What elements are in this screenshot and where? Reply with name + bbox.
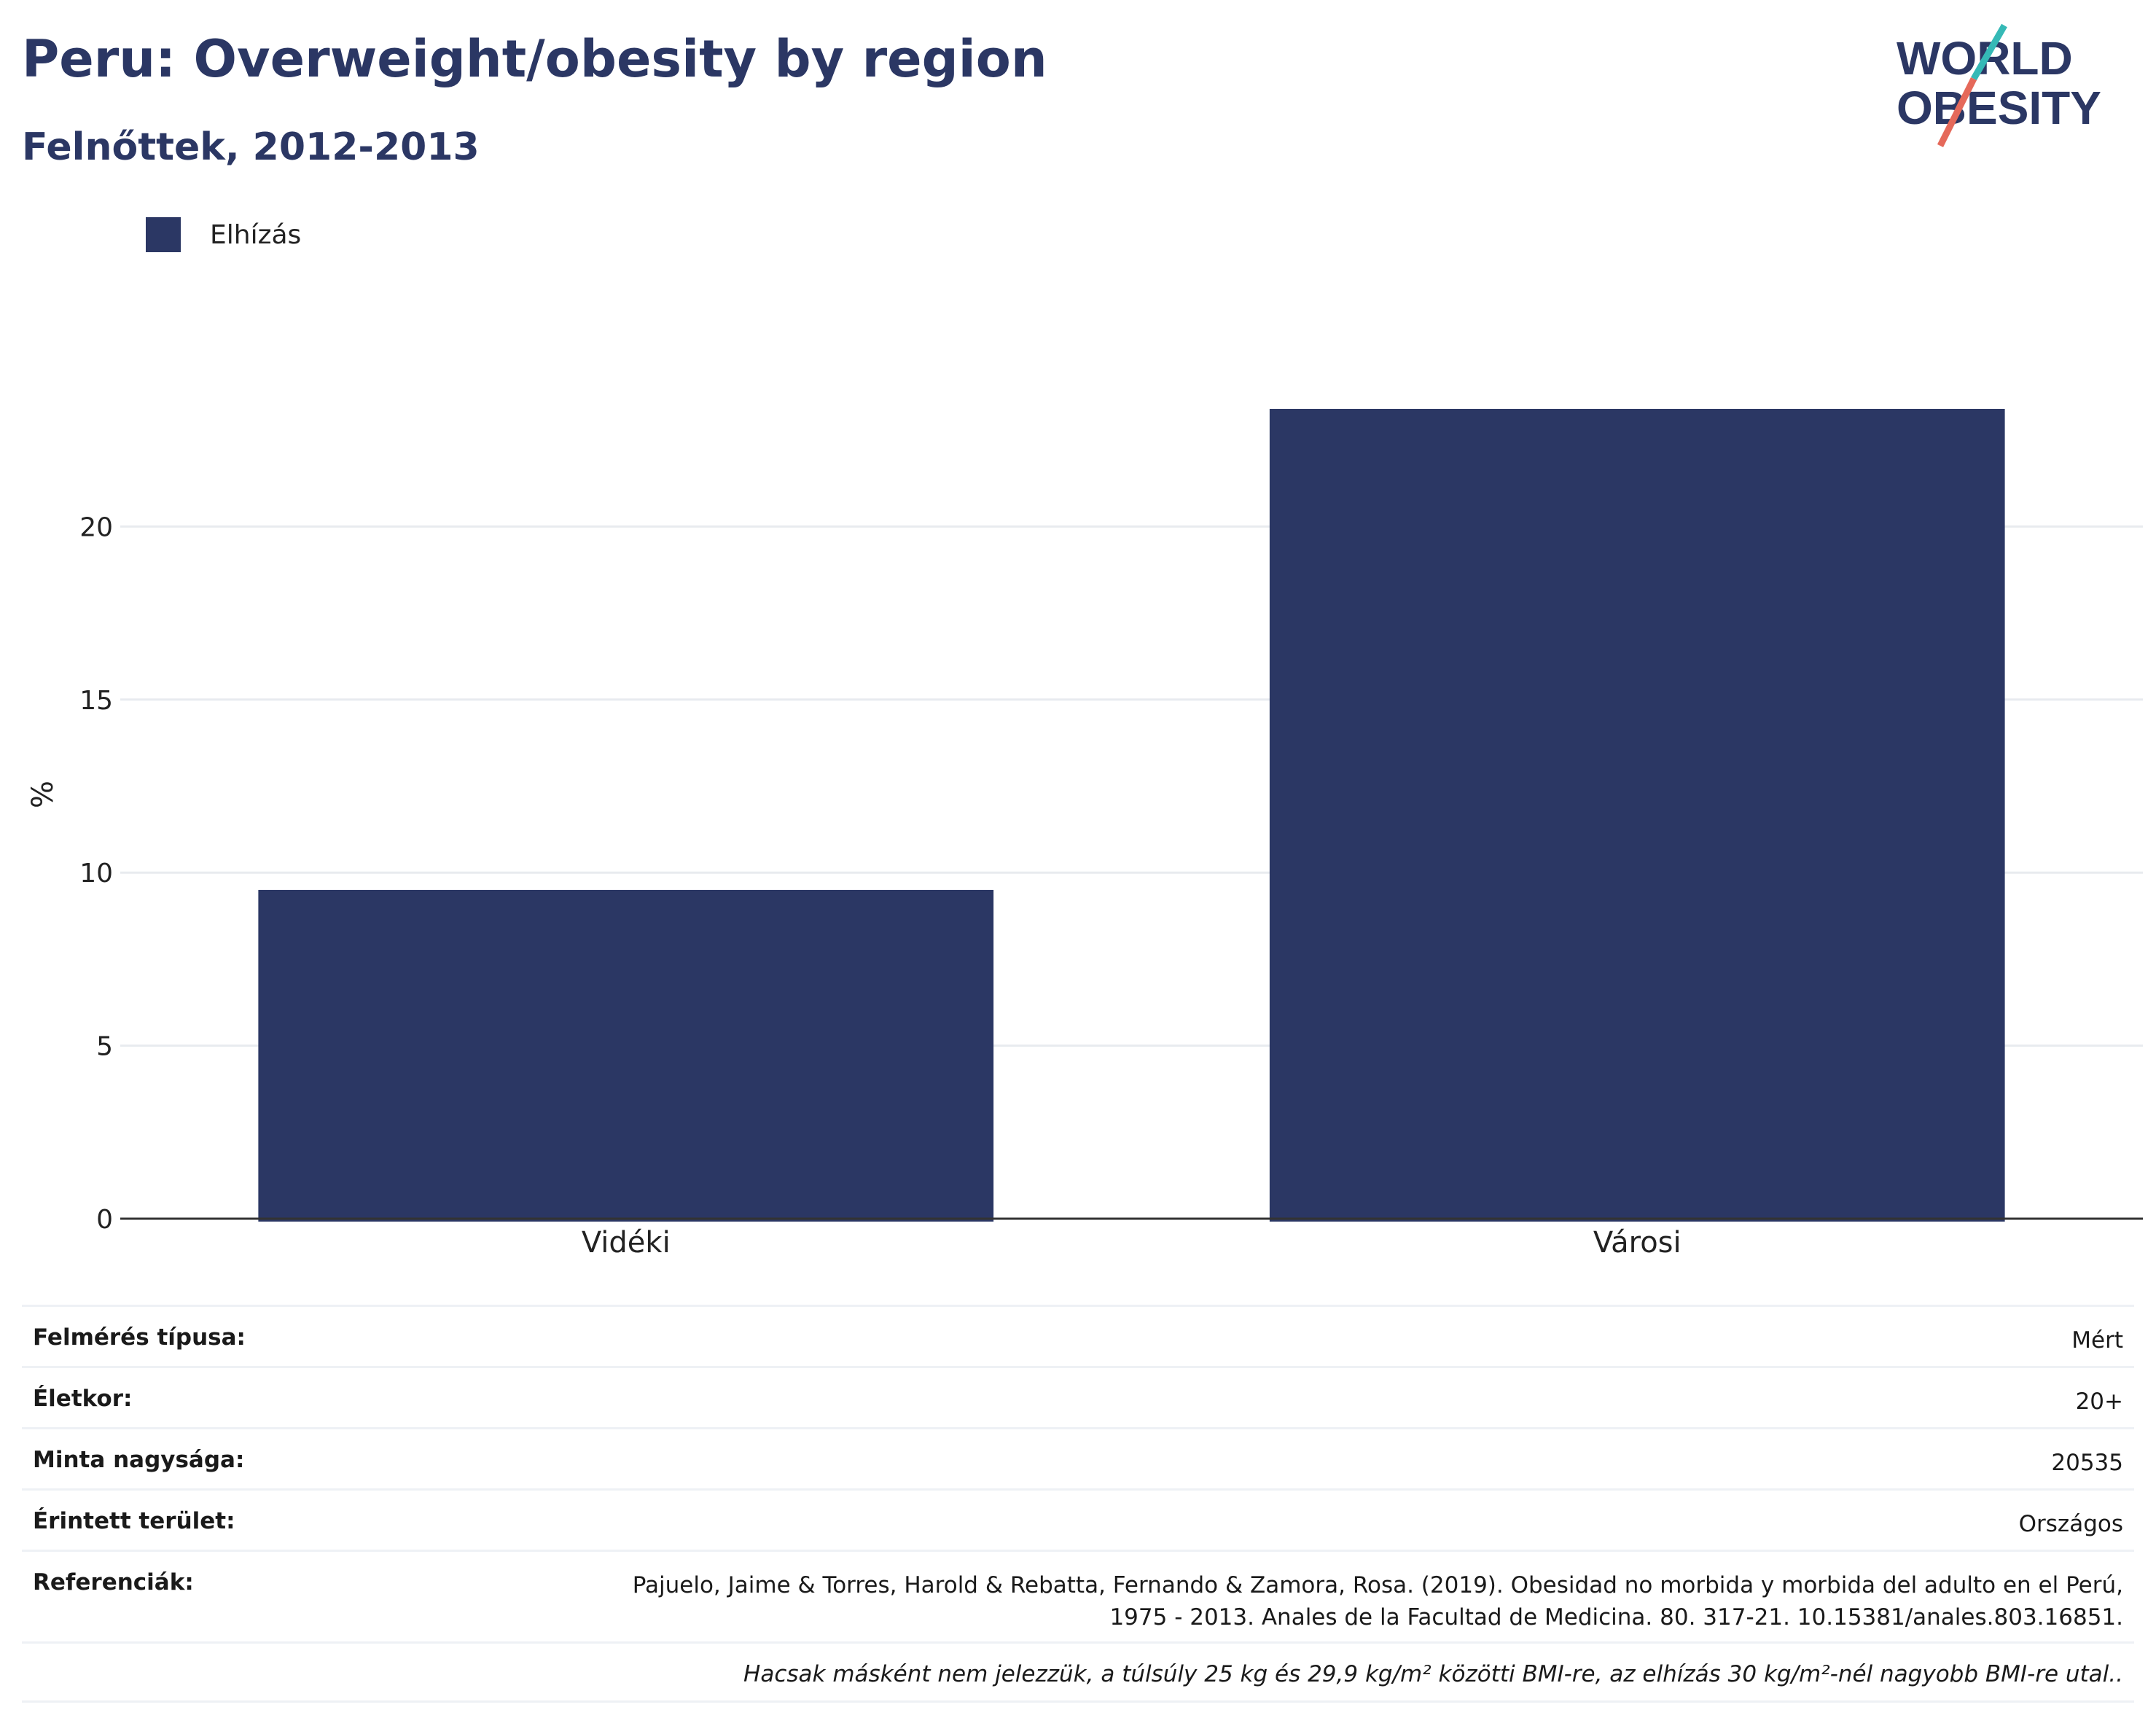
chart-title: Peru: Overweight/obesity by region xyxy=(22,29,1047,89)
x-tick-label: Vidéki xyxy=(582,1226,671,1260)
legend-label: Elhízás xyxy=(210,219,302,250)
y-tick-label: 15 xyxy=(79,686,113,716)
info-row-survey-type: Felmérés típusa: Mért xyxy=(22,1305,2134,1366)
reference-line: Pajuelo, Jaime & Torres, Harold & Rebatt… xyxy=(632,1572,2123,1598)
info-row-sample-size: Minta nagysága: 20535 xyxy=(22,1427,2134,1488)
info-value: Országos xyxy=(2018,1511,2123,1537)
world-obesity-logo: WORLD OBESITY xyxy=(1897,23,2101,148)
logo-slash-coral xyxy=(1937,77,1977,148)
info-value: Mért xyxy=(2071,1327,2123,1354)
info-row-age: Életkor: 20+ xyxy=(22,1366,2134,1427)
info-table: Felmérés típusa: Mért Életkor: 20+ Minta… xyxy=(22,1305,2134,1703)
y-tick-label: 0 xyxy=(96,1205,113,1235)
info-value: 20535 xyxy=(2051,1450,2123,1476)
footnote: Hacsak másként nem jelezzük, a túlsúly 2… xyxy=(22,1641,2134,1703)
bar xyxy=(258,889,994,1222)
info-value: 20+ xyxy=(2075,1389,2123,1415)
info-value-references: Pajuelo, Jaime & Torres, Harold & Rebatt… xyxy=(633,1569,2123,1633)
info-label: Minta nagysága: xyxy=(33,1447,245,1473)
y-tick-label: 20 xyxy=(79,512,113,542)
chart-subtitle: Felnőttek, 2012-2013 xyxy=(22,125,480,169)
y-tick-label: 5 xyxy=(96,1032,113,1062)
bar-chart: 0 5 10 15 20% Vidéki Városi xyxy=(26,408,2143,1260)
legend-swatch xyxy=(146,217,181,252)
legend[interactable]: Elhízás xyxy=(146,217,301,252)
reference-line: 1975 - 2013. Anales de la Facultad de Me… xyxy=(1109,1604,2123,1630)
y-axis-label: % xyxy=(26,781,60,808)
logo-line2: OBESITY xyxy=(1897,82,2101,134)
info-label: Referenciák: xyxy=(33,1569,194,1596)
logo-slash-teal xyxy=(1971,23,2007,81)
info-label: Felmérés típusa: xyxy=(33,1324,246,1351)
info-row-area: Érintett terület: Országos xyxy=(22,1488,2134,1550)
info-label: Érintett terület: xyxy=(33,1508,235,1534)
x-tick-label: Városi xyxy=(1593,1226,1682,1260)
bar xyxy=(1269,408,2005,1222)
y-tick-label: 10 xyxy=(79,859,113,889)
info-label: Életkor: xyxy=(33,1386,133,1412)
info-row-references: Referenciák: Pajuelo, Jaime & Torres, Ha… xyxy=(22,1550,2134,1641)
